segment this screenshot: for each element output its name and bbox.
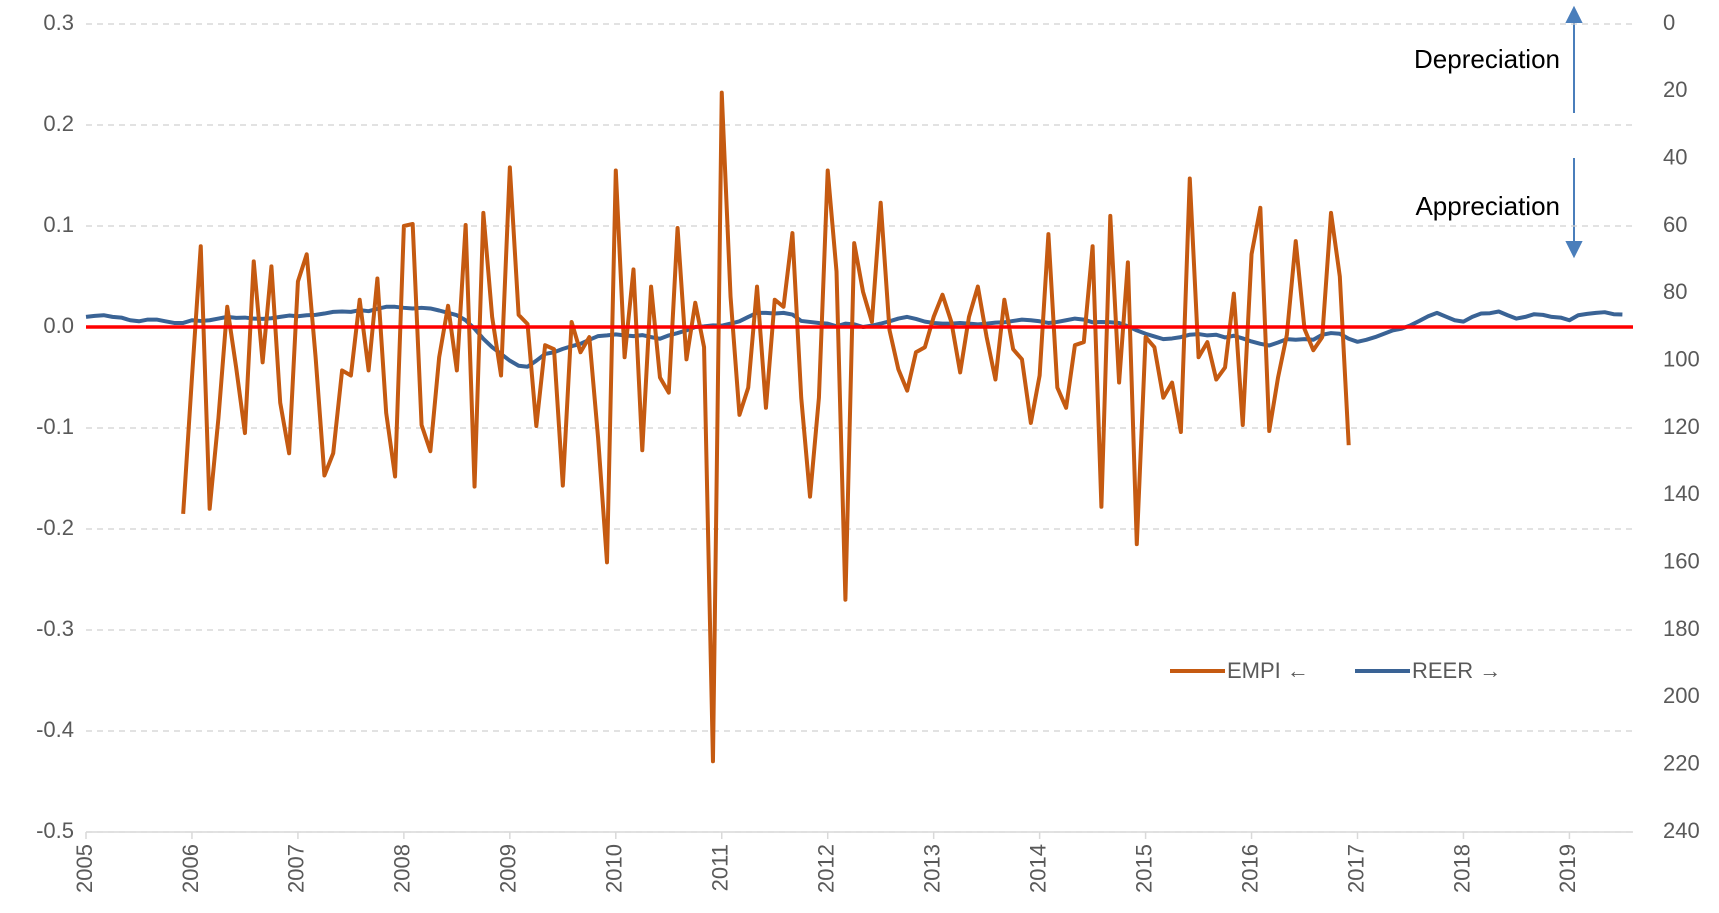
x-tick-label: 2005 [72, 844, 97, 893]
y-tick-label: -0.1 [36, 414, 74, 439]
x-tick-label: 2009 [496, 844, 521, 893]
x-tick-label: 2015 [1131, 844, 1156, 893]
plot: -0.5 -0.4 -0.3 -0.2 -0.1 0.0 0.1 0.2 0.3 0 20 40 60 8… [36, 10, 1700, 893]
x-tick-label: 2008 [390, 844, 415, 893]
y2-tick-label: 160 [1663, 548, 1700, 573]
x-tick-label: 2019 [1555, 844, 1580, 893]
y2-tick-label: 100 [1663, 346, 1700, 371]
y-tick-label: 0.0 [43, 313, 74, 338]
y-tick-label: -0.4 [36, 717, 74, 742]
y2-tick-label: 220 [1663, 750, 1700, 775]
x-tick-label: 2011 [708, 844, 733, 891]
y2-tick-label: 200 [1663, 683, 1700, 708]
y-tick-label: 0.3 [43, 10, 74, 35]
annotation: Depreciation [1414, 44, 1560, 74]
y2-tick-label: 60 [1663, 212, 1687, 237]
arrow-head [1565, 241, 1583, 259]
y-tick-label: -0.2 [36, 515, 74, 540]
y2-tick-label: 180 [1663, 616, 1700, 641]
y2-tick-label: 40 [1663, 144, 1687, 169]
y-tick-label: 0.1 [43, 212, 74, 237]
x-tick-label: 2018 [1449, 844, 1474, 893]
x-tick-label: 2017 [1343, 844, 1368, 893]
y2-tick-label: 120 [1663, 414, 1700, 439]
arrow-head [1565, 5, 1583, 23]
x-tick-label: 2006 [178, 844, 203, 893]
y2-tick-label: 80 [1663, 279, 1687, 304]
y2-tick-label: 240 [1663, 818, 1700, 843]
x-tick-label: 2014 [1025, 844, 1050, 893]
legend-label: REER → [1412, 658, 1501, 683]
annotation: Appreciation [1415, 191, 1560, 221]
x-tick-label: 2012 [814, 844, 839, 893]
y-tick-label: -0.3 [36, 616, 74, 641]
series-line [181, 90, 1351, 764]
annotation-arrows [1565, 5, 1583, 259]
y2-tick-label: 20 [1663, 77, 1687, 102]
y2-tick-label: 140 [1663, 481, 1700, 506]
x-tick-label: 2007 [284, 844, 309, 893]
x-tick-label: 2013 [919, 844, 944, 893]
x-tick-label: 2016 [1237, 844, 1262, 893]
y-tick-label: -0.5 [36, 818, 74, 843]
y-tick-label: 0.2 [43, 111, 74, 136]
y2-tick-label: 0 [1663, 10, 1675, 35]
x-tick-label: 2010 [602, 844, 627, 893]
legend-label: EMPI ← [1227, 658, 1309, 683]
